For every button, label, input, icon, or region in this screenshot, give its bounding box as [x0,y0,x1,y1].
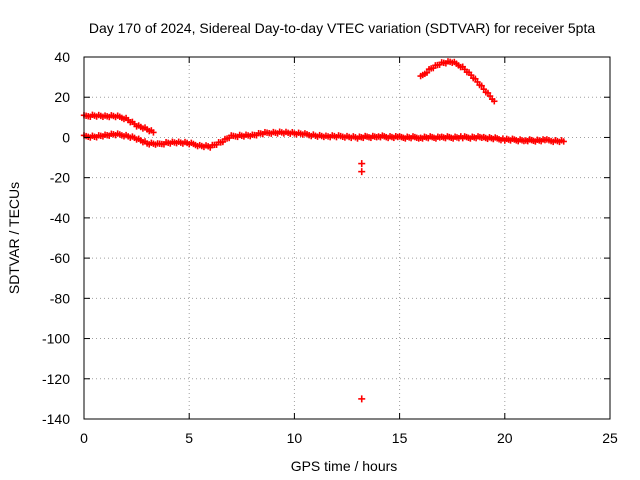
series-outliers [358,160,366,403]
y-tick-label: -120 [42,371,70,387]
y-tick-label: 40 [54,49,70,65]
plot-frame [83,56,611,420]
chart-title: Day 170 of 2024, Sidereal Day-to-day VTE… [89,20,596,36]
y-tick-label: -40 [50,210,70,226]
grid-layer [84,57,610,419]
data-point [358,168,366,176]
x-axis-label: GPS time / hours [291,458,398,474]
y-tick-label: -140 [42,411,70,427]
x-tick-label: 0 [80,430,88,446]
y-tick-label: -80 [50,290,70,306]
data-point [560,138,567,145]
x-tick-label: 25 [602,430,618,446]
series-main-band [80,128,567,151]
y-tick-label: 0 [62,129,70,145]
data-point [423,69,431,76]
y-tick-label: -60 [50,250,70,266]
x-tick-label: 15 [392,430,408,446]
data-layer [80,58,567,403]
data-point [491,98,498,105]
series-arc [417,58,498,105]
x-tick-label: 20 [497,430,513,446]
data-point [358,160,366,168]
data-point [358,395,366,403]
y-tick-label: -20 [50,170,70,186]
y-tick-label: 20 [54,89,70,105]
x-tick-label: 10 [287,430,303,446]
x-tick-label: 5 [185,430,193,446]
series-upper-early-band [80,111,157,136]
y-axis-label: SDTVAR / TECUs [6,182,22,294]
y-tick-label: -100 [42,331,70,347]
data-point [150,129,157,136]
data-point [478,82,485,89]
tick-layer: 0 5 10 15 20 25 40 20 0 -20 -40 -60 -80 -100 -120 -140 [42,49,618,446]
